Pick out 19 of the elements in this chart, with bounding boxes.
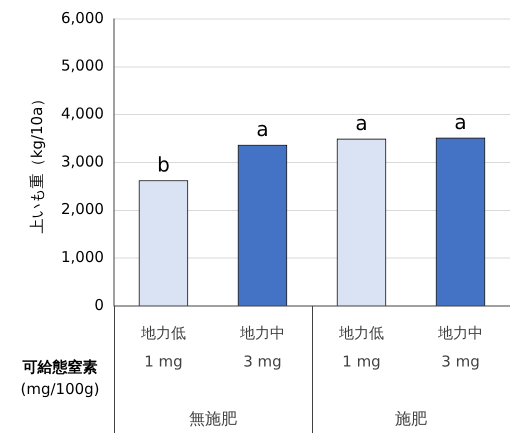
y-tick-label: 0: [94, 296, 104, 314]
x-tick-label: 地力低 1 mg: [140, 324, 186, 371]
y-tick-label: 6,000: [60, 8, 104, 27]
data-label: a: [256, 117, 269, 142]
y-tick-label: 1,000: [60, 248, 104, 266]
text: 無施肥: [188, 409, 237, 428]
y-tick-label: 5,000: [60, 56, 104, 75]
x-tick-label: 地力中 3 mg: [436, 324, 483, 371]
y-tick-label: 2,000: [60, 200, 104, 218]
x-tick-label: 地力低 1 mg: [338, 324, 384, 371]
y-axis-title: 上いも重（kg/10a）: [28, 92, 46, 234]
text: 施肥: [394, 409, 427, 428]
data-label: b: [157, 152, 170, 176]
text: 可給態窒素 (mg/100g): [20, 358, 100, 398]
data-label: a: [454, 110, 467, 134]
y-tick-label: 3,000: [60, 152, 104, 170]
y-tick-label: 4,000: [60, 104, 104, 123]
data-label: a: [355, 110, 368, 135]
x-tick-label: 地力中 3 mg: [238, 324, 285, 371]
